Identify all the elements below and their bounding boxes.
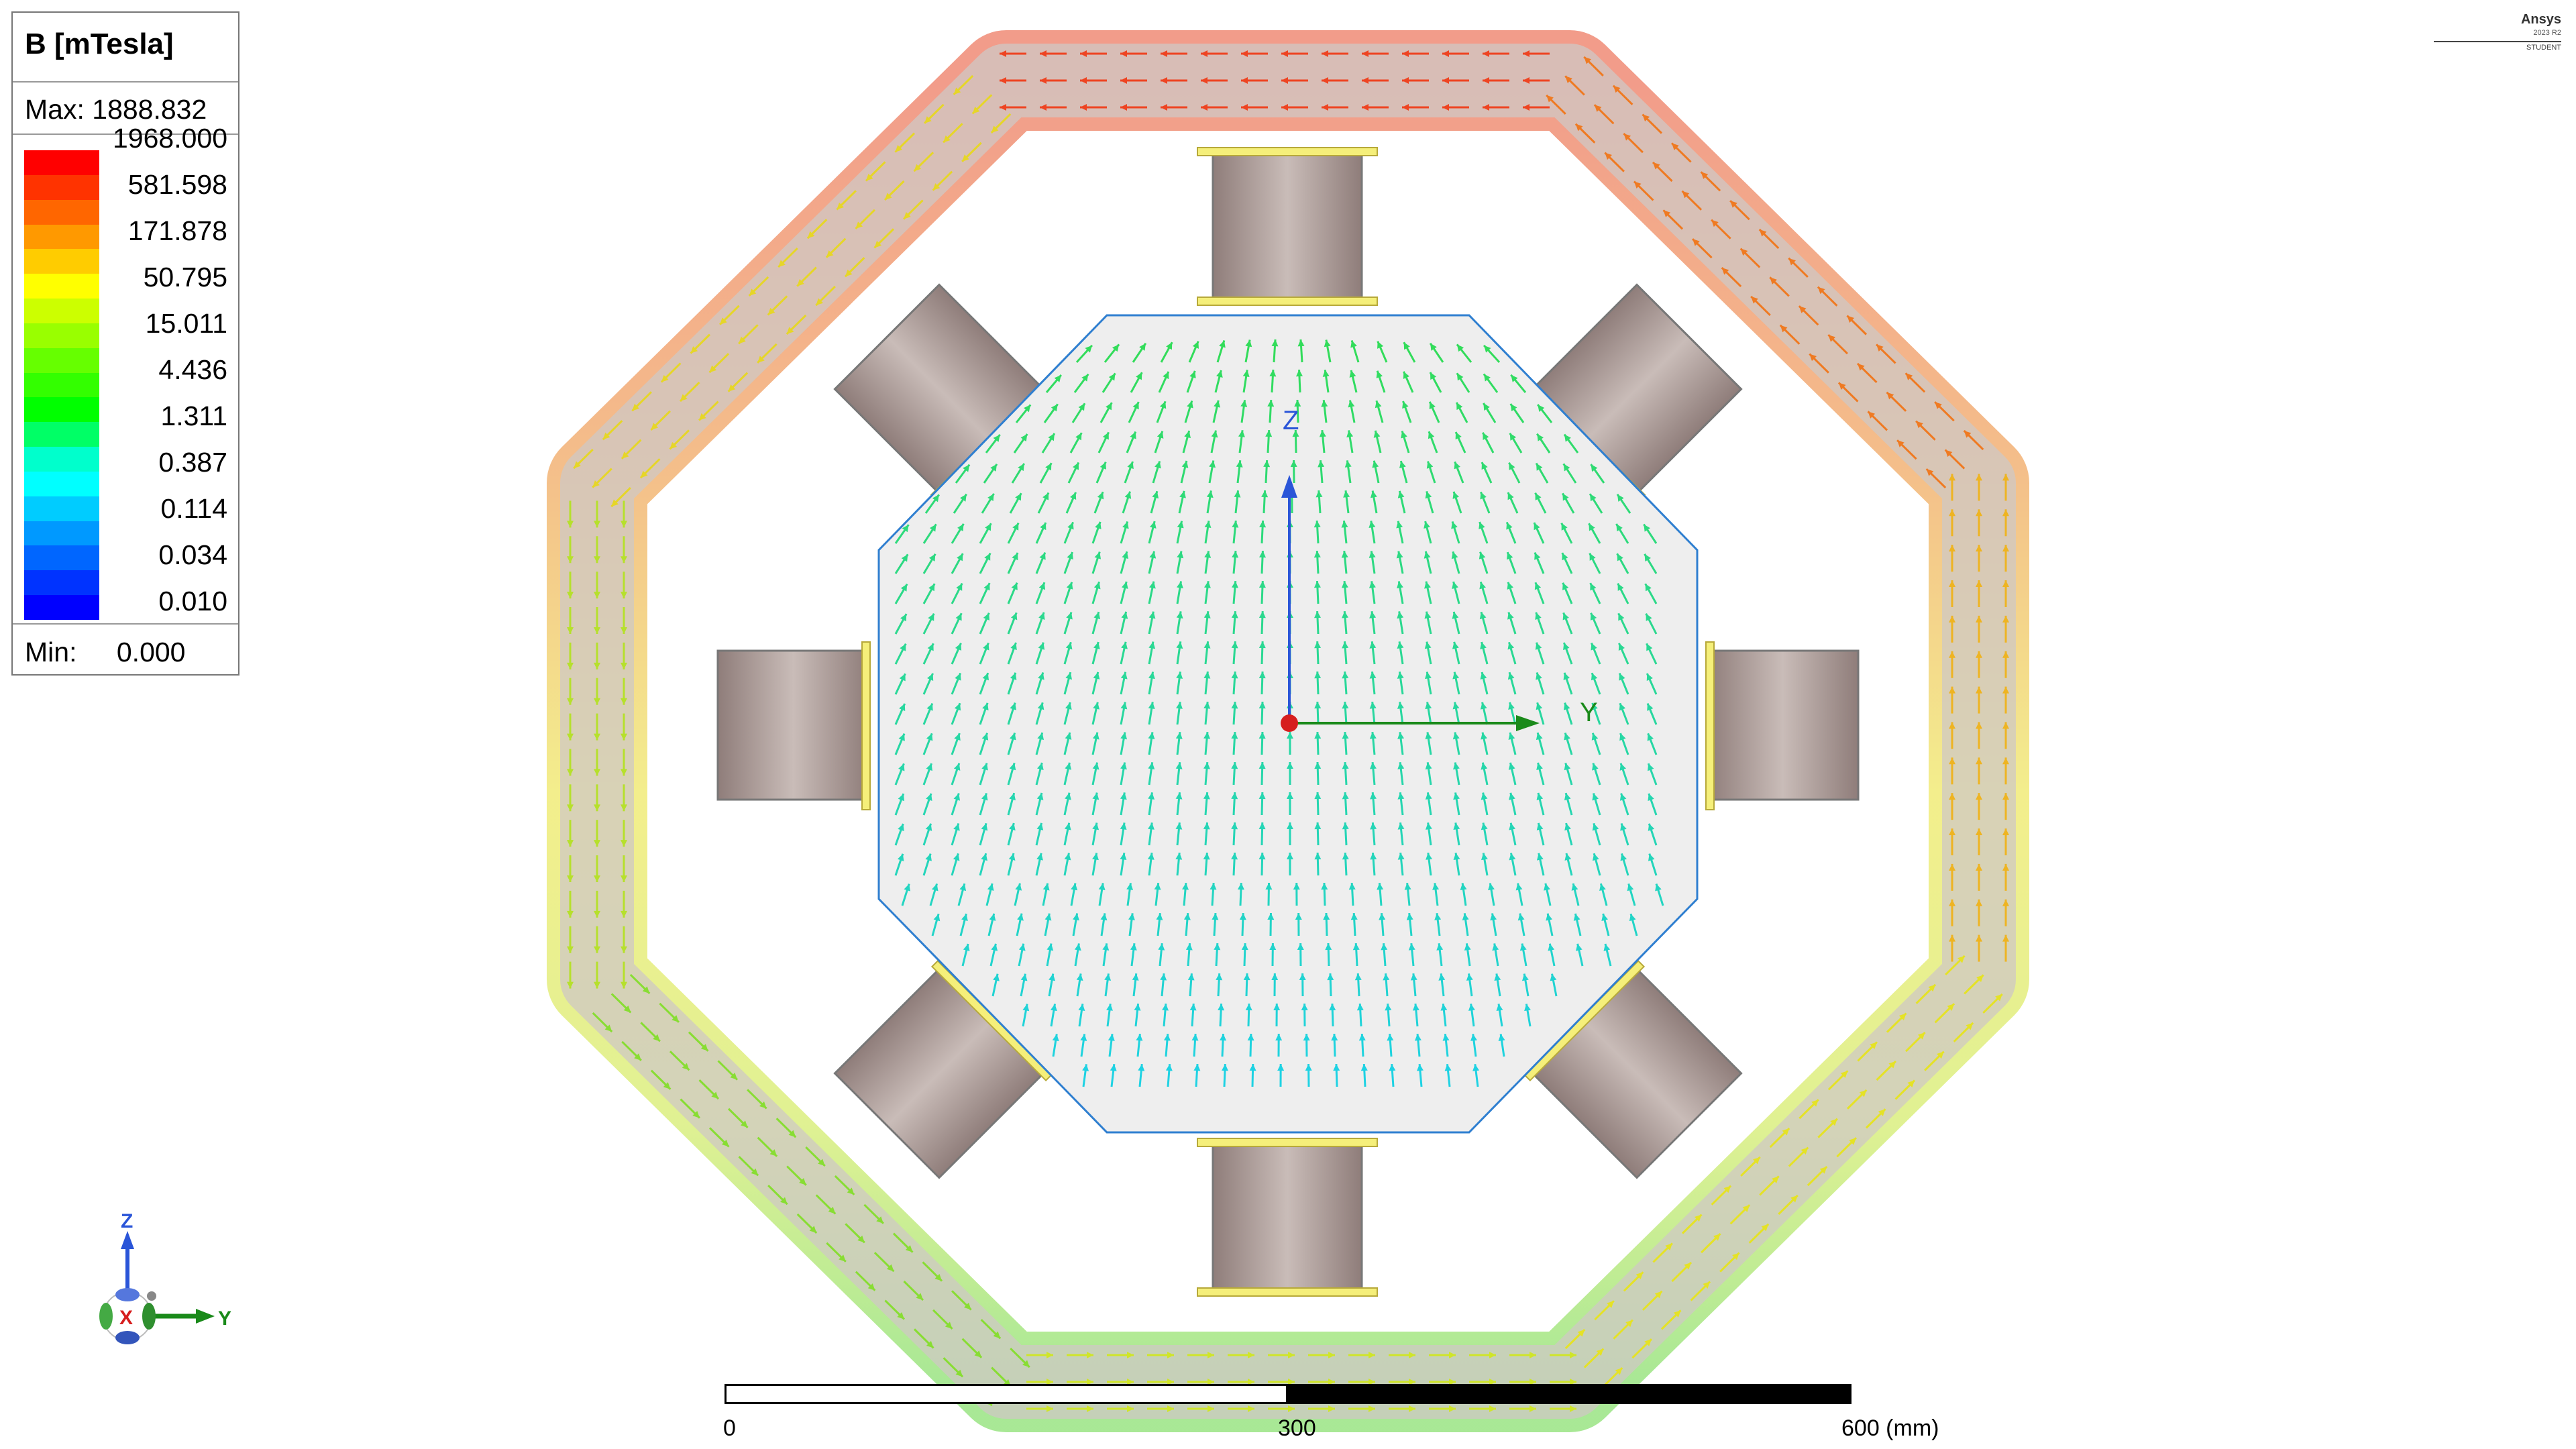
legend-tick-label: 50.795	[143, 262, 227, 292]
legend-color-band	[24, 199, 99, 225]
legend-color-band	[24, 249, 99, 274]
legend-tick-label: 0.010	[158, 586, 227, 616]
legend-color-band	[24, 274, 99, 299]
legend-min: Min: 0.000	[13, 623, 238, 676]
axis-z-label: Z	[1283, 406, 1299, 435]
brand-name: Ansys	[2520, 12, 2561, 27]
legend-min-label: Min:	[25, 637, 77, 667]
legend-max-value: 1888.832	[92, 94, 207, 125]
legend-tick-label: 0.114	[160, 493, 227, 524]
triad-z-label: Z	[121, 1210, 133, 1232]
legend-color-band	[24, 323, 99, 349]
legend-tick-label: 0.387	[158, 447, 227, 478]
color-legend[interactable]: B [mTesla] Max: 1888.832 1968.000 581.598…	[11, 11, 239, 676]
pole-bottom	[1197, 1138, 1378, 1297]
scale-label-0: 0	[723, 1415, 736, 1441]
pole-right	[1705, 641, 1860, 810]
legend-max: Max: 1888.832	[13, 83, 238, 135]
legend-color-band	[24, 397, 99, 423]
legend-color-band	[24, 545, 99, 571]
legend-color-band	[24, 299, 99, 324]
legend-color-band	[24, 347, 99, 374]
ansys-logo: Ansys 2023 R2 STUDENT	[2434, 12, 2561, 52]
brand-edition: STUDENT	[2526, 44, 2561, 52]
pole-top	[1197, 147, 1378, 306]
legend-color-band	[24, 471, 99, 497]
legend-color-band	[24, 595, 99, 621]
legend-color-scale	[24, 150, 99, 621]
brand-version: 2023 R2	[2533, 29, 2561, 37]
legend-color-band	[24, 496, 99, 522]
axis-y-label: Y	[1580, 698, 1598, 727]
legend-tick-label: 1968.000	[112, 123, 227, 154]
legend-color-band	[24, 521, 99, 546]
scale-bar	[724, 1384, 1851, 1408]
triad-x-label: X	[119, 1307, 133, 1329]
legend-tick-label: 4.436	[158, 354, 227, 385]
field-vectors-ring	[567, 50, 2009, 1412]
legend-color-band	[24, 447, 99, 472]
legend-color-band	[24, 224, 99, 250]
legend-color-band	[24, 570, 99, 596]
legend-tick-label: 171.878	[127, 215, 227, 246]
legend-min-value: 0.000	[116, 637, 186, 667]
scale-label-600: 600 (mm)	[1841, 1415, 1939, 1441]
legend-max-label: Max:	[25, 94, 85, 125]
legend-tick-label: 15.011	[145, 308, 227, 339]
legend-color-band	[24, 174, 99, 201]
legend-title: B [mTesla]	[13, 13, 238, 83]
legend-tick-label: 1.311	[160, 400, 227, 431]
center-axes: Z Y	[1281, 406, 1598, 732]
pole-left	[716, 641, 871, 810]
triad-y-label: Y	[218, 1307, 231, 1330]
scale-label-300: 300	[1278, 1415, 1316, 1441]
legend-tick-label: 581.598	[127, 169, 227, 200]
legend-color-band	[24, 372, 99, 398]
field-vectors-inner	[894, 339, 1664, 1087]
legend-color-band	[24, 150, 99, 176]
legend-color-band	[24, 422, 99, 447]
legend-tick-label: 0.034	[158, 539, 227, 570]
orientation-triad[interactable]: Z Y X	[99, 1210, 231, 1344]
